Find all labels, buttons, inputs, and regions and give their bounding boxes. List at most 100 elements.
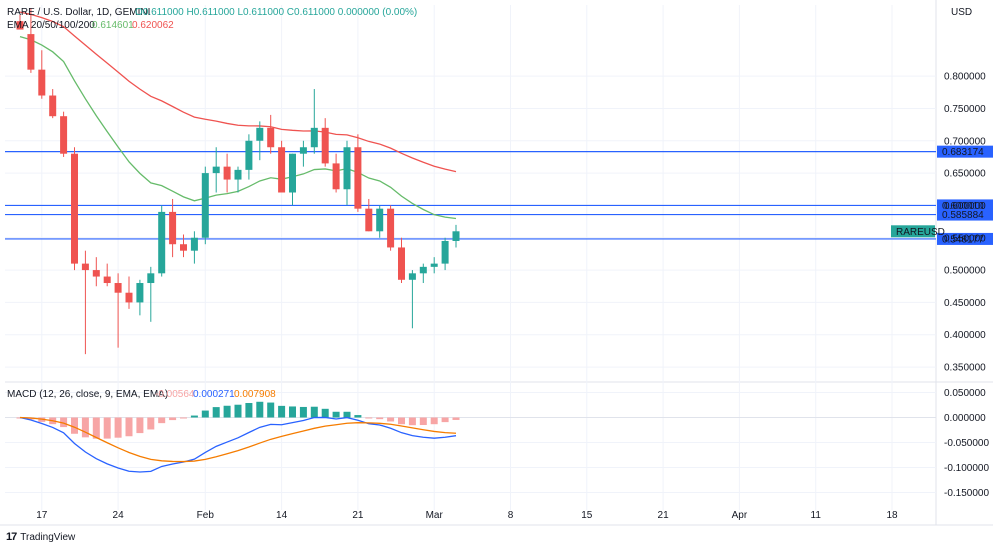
candle-body xyxy=(343,147,351,190)
macd-tick-label: -0.050000 xyxy=(944,438,989,449)
candle-body xyxy=(408,273,416,280)
level-label: 0.683174 xyxy=(942,147,984,158)
price-tick-label: 0.450000 xyxy=(944,298,986,309)
macd-histogram-bar xyxy=(278,405,286,418)
macd-histogram-bar xyxy=(376,417,384,420)
macd-histogram-bar xyxy=(169,417,177,421)
time-tick-label: 21 xyxy=(658,510,670,521)
candle-body xyxy=(376,208,384,232)
price-tick-label: 0.800000 xyxy=(944,72,986,83)
tradingview-logo-icon: 17 xyxy=(6,531,17,543)
candles xyxy=(16,8,460,355)
macd-histogram-bar xyxy=(147,417,155,430)
candle-body xyxy=(452,231,460,241)
macd-histogram-bar xyxy=(234,404,242,418)
candle-body xyxy=(256,127,264,141)
ema-label: EMA 20/50/100/200 xyxy=(7,20,95,31)
candle-body xyxy=(147,273,155,284)
candle-body xyxy=(38,69,46,96)
macd-histogram-bar xyxy=(60,417,68,428)
macd-histogram-bar xyxy=(408,417,416,426)
candle-body xyxy=(430,263,438,267)
macd-pane xyxy=(5,401,936,473)
header-legend: RARE / U.S. Dollar, 1D, GEMINI O0.611000… xyxy=(7,7,972,31)
time-tick-label: Feb xyxy=(197,510,215,521)
candle-body xyxy=(125,292,133,303)
time-tick-label: Apr xyxy=(732,510,748,521)
macd-histogram-bar xyxy=(71,417,78,434)
candle-body xyxy=(49,95,57,117)
macd-signal-value: 0.007908 xyxy=(234,389,276,400)
time-tick-label: 18 xyxy=(886,510,898,521)
currency-label: USD xyxy=(951,7,972,18)
candle-body xyxy=(267,127,275,148)
macd-tick-label: 0.000000 xyxy=(944,413,986,424)
macd-legend: MACD (12, 26, close, 9, EMA, EMA) -0.005… xyxy=(7,389,276,400)
level-label: 0.585884 xyxy=(942,210,984,221)
macd-histogram-bar xyxy=(136,417,144,434)
macd-line-value: 0.000271 xyxy=(193,389,235,400)
macd-line xyxy=(19,416,457,473)
candle-body xyxy=(321,127,329,164)
time-tick-label: 14 xyxy=(276,510,288,521)
price-pane-bg xyxy=(5,5,936,380)
candle-body xyxy=(180,244,187,251)
candle-body xyxy=(223,166,231,180)
macd-histogram-bar xyxy=(125,417,133,437)
macd-histogram-bar xyxy=(267,402,275,418)
time-tick-label: 11 xyxy=(811,510,822,521)
macd-histogram-bar xyxy=(223,405,231,418)
level-label-bg xyxy=(937,232,993,245)
ema-value-2: 0.620062 xyxy=(132,20,174,31)
level-label: 0.600010 xyxy=(942,201,984,212)
candle-body xyxy=(398,247,405,280)
candle-body xyxy=(16,21,24,30)
macd-histogram-bar xyxy=(332,411,340,418)
time-tick-label: 24 xyxy=(113,510,125,521)
candle-body xyxy=(234,169,242,180)
macd-tick-label: -0.100000 xyxy=(944,463,989,474)
candle-body xyxy=(190,237,198,251)
candle-body xyxy=(136,283,144,303)
candle-body xyxy=(114,283,122,293)
ema-value-1: 0.614601 xyxy=(92,20,134,31)
candle-body xyxy=(201,173,209,238)
macd-histogram-bar xyxy=(190,415,198,418)
candle-body xyxy=(71,153,78,264)
price-tick-label: 0.700000 xyxy=(944,136,986,147)
macd-histogram-bar xyxy=(310,406,318,418)
candle-body xyxy=(103,276,111,284)
price-tick-label: 0.350000 xyxy=(944,363,986,374)
macd-histogram-bar xyxy=(158,417,166,424)
candle-body xyxy=(365,208,373,232)
price-tick-label: 0.550000 xyxy=(944,233,986,244)
level-label-bg xyxy=(937,208,993,221)
macd-histogram-bar xyxy=(354,415,362,418)
tradingview-branding[interactable]: 17 TradingView xyxy=(6,531,75,543)
macd-histogram-bar xyxy=(343,411,351,418)
macd-histogram-bar xyxy=(212,407,220,418)
symbol-title: RARE / U.S. Dollar, 1D, GEMINI xyxy=(7,7,150,18)
candle-body xyxy=(354,147,362,209)
candle-body xyxy=(81,263,89,271)
level-label: 0.548177 xyxy=(942,234,984,245)
macd-tick-label: 0.050000 xyxy=(944,388,986,399)
macd-histogram-bar xyxy=(398,417,405,425)
time-tick-label: 15 xyxy=(581,510,593,521)
level-label-bg xyxy=(937,145,993,158)
macd-histogram-bar xyxy=(245,403,253,418)
macd-hist-value: -0.00564 xyxy=(155,389,195,400)
candle-body xyxy=(169,211,177,245)
macd-signal-line xyxy=(19,416,457,463)
candle-body xyxy=(27,34,35,70)
grid xyxy=(0,0,993,526)
macd-histogram-bar xyxy=(419,417,427,426)
candle-body xyxy=(92,270,100,277)
candle-body xyxy=(419,266,427,274)
candle-body xyxy=(387,208,395,248)
tradingview-text: TradingView xyxy=(20,531,76,543)
last-price-tag-bg xyxy=(891,225,935,238)
time-tick-label: Mar xyxy=(426,510,444,521)
macd-histogram-bar xyxy=(103,417,111,439)
